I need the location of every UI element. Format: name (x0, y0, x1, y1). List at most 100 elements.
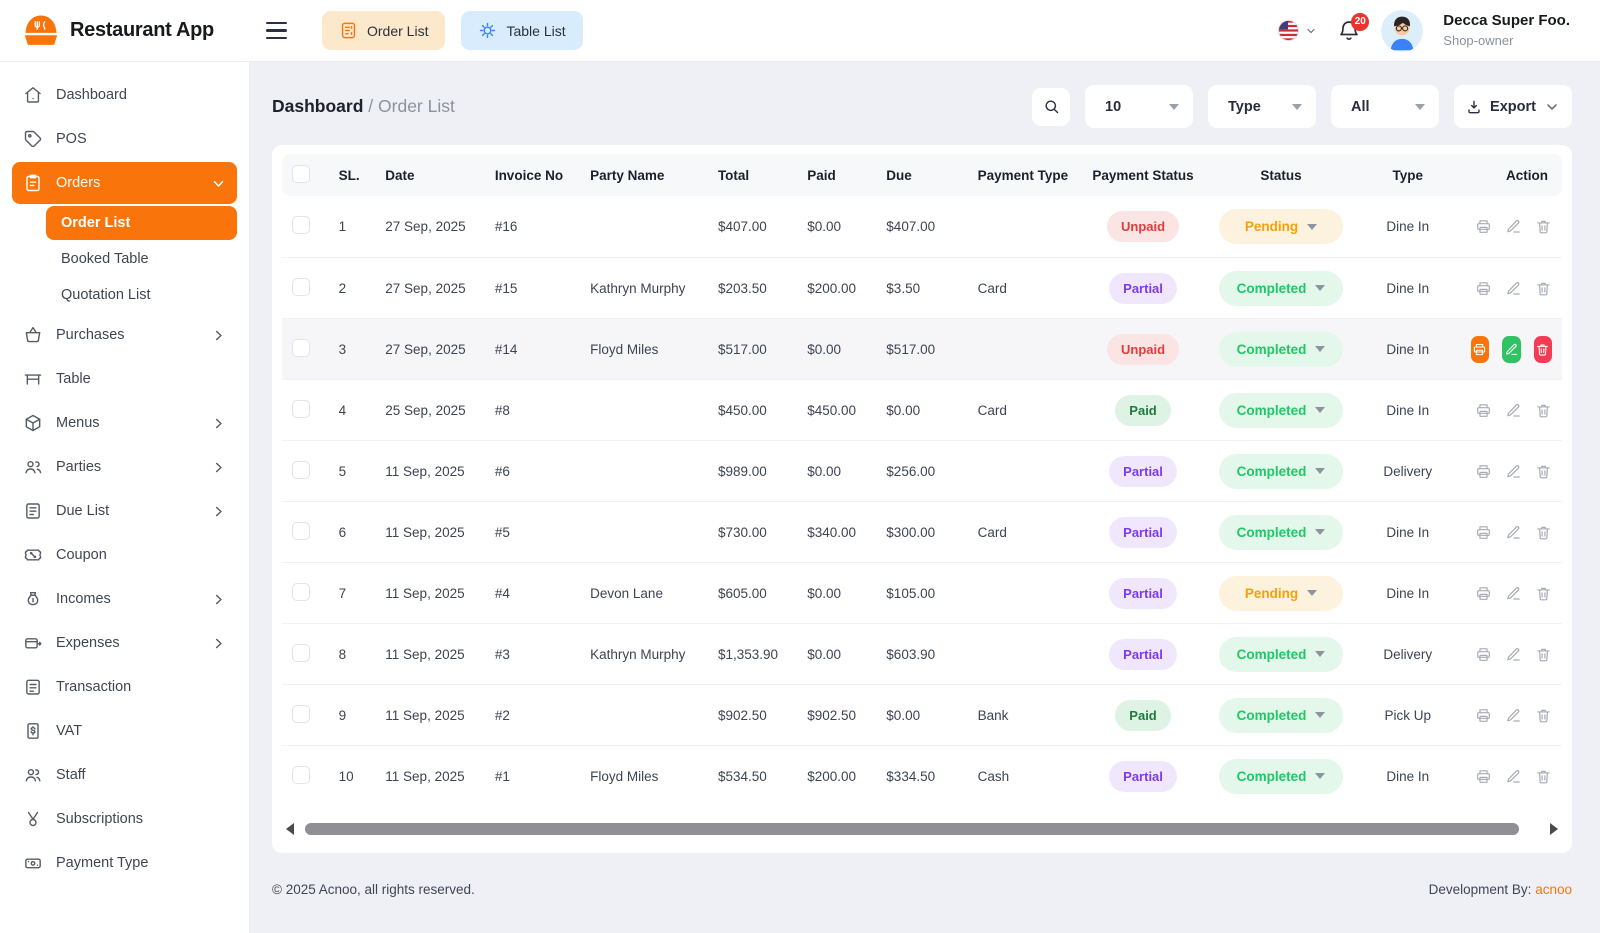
print-button[interactable] (1475, 585, 1492, 602)
edit-button[interactable] (1505, 402, 1522, 419)
row-checkbox[interactable] (292, 339, 310, 357)
status-dropdown[interactable]: Completed (1219, 515, 1343, 550)
edit-button[interactable] (1502, 336, 1521, 363)
print-button[interactable] (1475, 402, 1492, 419)
sidebar-item-transaction[interactable]: Transaction (12, 666, 237, 708)
row-checkbox[interactable] (292, 400, 310, 418)
cell-sl: 8 (329, 623, 376, 684)
delete-button[interactable] (1535, 463, 1552, 480)
print-button[interactable] (1475, 218, 1492, 235)
type-filter-value: Type (1228, 99, 1261, 115)
edit-button[interactable] (1505, 768, 1522, 785)
status-dropdown[interactable]: Completed (1219, 332, 1343, 367)
cell-party-name: Devon Lane (580, 562, 708, 623)
sidebar-item-menus[interactable]: Menus (12, 402, 237, 444)
sidebar-subitem-booked-table[interactable]: Booked Table (46, 242, 237, 276)
sidebar-item-payment-type[interactable]: Payment Type (12, 842, 237, 884)
status-filter-select[interactable]: All (1331, 85, 1439, 128)
chevron-down-icon (1544, 99, 1560, 115)
print-button[interactable] (1475, 707, 1492, 724)
footer: © 2025 Acnoo, all rights reserved. Devel… (272, 882, 1572, 897)
delete-button[interactable] (1534, 336, 1553, 363)
scrollbar-track[interactable] (299, 823, 1545, 835)
status-dropdown[interactable]: Pending (1219, 576, 1343, 611)
sidebar-item-parties[interactable]: Parties (12, 446, 237, 488)
delete-button[interactable] (1535, 280, 1552, 297)
language-selector[interactable] (1277, 19, 1317, 42)
row-checkbox[interactable] (292, 766, 310, 784)
delete-button[interactable] (1535, 585, 1552, 602)
sidebar-item-purchases[interactable]: Purchases (12, 314, 237, 356)
cell-status: Completed (1207, 745, 1355, 806)
row-checkbox[interactable] (292, 705, 310, 723)
edit-button[interactable] (1505, 463, 1522, 480)
sidebar-item-dashboard[interactable]: Dashboard (12, 74, 237, 116)
delete-button[interactable] (1535, 524, 1552, 541)
sidebar-item-staff[interactable]: Staff (12, 754, 237, 796)
table-list-button[interactable]: Table List (461, 11, 582, 50)
row-checkbox[interactable] (292, 583, 310, 601)
delete-button[interactable] (1535, 707, 1552, 724)
sidebar-item-expenses[interactable]: Expenses (12, 622, 237, 664)
sidebar-item-pos[interactable]: POS (12, 118, 237, 160)
user-info[interactable]: Decca Super Foo. Shop-owner (1443, 12, 1570, 49)
cell-invoice-no: #5 (485, 501, 580, 562)
status-dropdown[interactable]: Completed (1219, 271, 1343, 306)
sidebar-item-vat[interactable]: VAT (12, 710, 237, 752)
sidebar-subitem-quotation-list[interactable]: Quotation List (46, 278, 237, 312)
edit-button[interactable] (1505, 280, 1522, 297)
edit-button[interactable] (1505, 585, 1522, 602)
sidebar-toggle-button[interactable] (266, 14, 300, 48)
cell-party-name: Kathryn Murphy (580, 623, 708, 684)
per-page-select[interactable]: 10 (1085, 85, 1193, 128)
scroll-right-arrow-icon[interactable] (1550, 823, 1558, 835)
status-dropdown[interactable]: Completed (1219, 637, 1343, 672)
status-dropdown[interactable]: Completed (1219, 698, 1343, 733)
sidebar-item-due-list[interactable]: Due List (12, 490, 237, 532)
row-checkbox[interactable] (292, 216, 310, 234)
edit-button[interactable] (1505, 646, 1522, 663)
order-list-button[interactable]: Order List (322, 11, 445, 50)
status-dropdown[interactable]: Completed (1219, 759, 1343, 794)
brand[interactable]: Restaurant App (0, 14, 250, 48)
sidebar-item-coupon[interactable]: Coupon (12, 534, 237, 576)
print-button[interactable] (1471, 336, 1490, 363)
edit-button[interactable] (1505, 524, 1522, 541)
status-dropdown[interactable]: Completed (1219, 454, 1343, 489)
row-checkbox[interactable] (292, 278, 310, 296)
row-checkbox[interactable] (292, 461, 310, 479)
delete-button[interactable] (1535, 646, 1552, 663)
sidebar-item-table[interactable]: Table (12, 358, 237, 400)
type-filter-select[interactable]: Type (1208, 85, 1316, 128)
status-dropdown[interactable]: Completed (1219, 393, 1343, 428)
scrollbar-thumb[interactable] (305, 823, 1519, 835)
edit-button[interactable] (1505, 707, 1522, 724)
search-icon (1043, 98, 1060, 115)
developer-link[interactable]: acnoo (1535, 882, 1572, 897)
print-button[interactable] (1475, 463, 1492, 480)
sidebar-item-subscriptions[interactable]: Subscriptions (12, 798, 237, 840)
edit-button[interactable] (1505, 218, 1522, 235)
sidebar-subitem-order-list[interactable]: Order List (46, 206, 237, 240)
print-button[interactable] (1475, 524, 1492, 541)
user-avatar[interactable] (1381, 10, 1423, 52)
print-button[interactable] (1475, 280, 1492, 297)
row-checkbox[interactable] (292, 644, 310, 662)
column-header-total: Total (708, 154, 797, 196)
sidebar-item-orders[interactable]: Orders (12, 162, 237, 204)
notifications-button[interactable]: 20 (1337, 19, 1361, 43)
print-button[interactable] (1475, 646, 1492, 663)
search-button[interactable] (1032, 88, 1070, 126)
breadcrumb-dashboard[interactable]: Dashboard (272, 96, 363, 116)
sidebar-item-incomes[interactable]: Incomes (12, 578, 237, 620)
delete-button[interactable] (1535, 402, 1552, 419)
status-dropdown[interactable]: Pending (1219, 209, 1343, 244)
delete-button[interactable] (1535, 768, 1552, 785)
print-button[interactable] (1475, 768, 1492, 785)
row-checkbox[interactable] (292, 522, 310, 540)
delete-button[interactable] (1535, 218, 1552, 235)
select-all-checkbox[interactable] (292, 165, 310, 183)
export-button[interactable]: Export (1454, 85, 1572, 128)
trash-icon (1535, 463, 1552, 480)
scroll-left-arrow-icon[interactable] (286, 823, 294, 835)
